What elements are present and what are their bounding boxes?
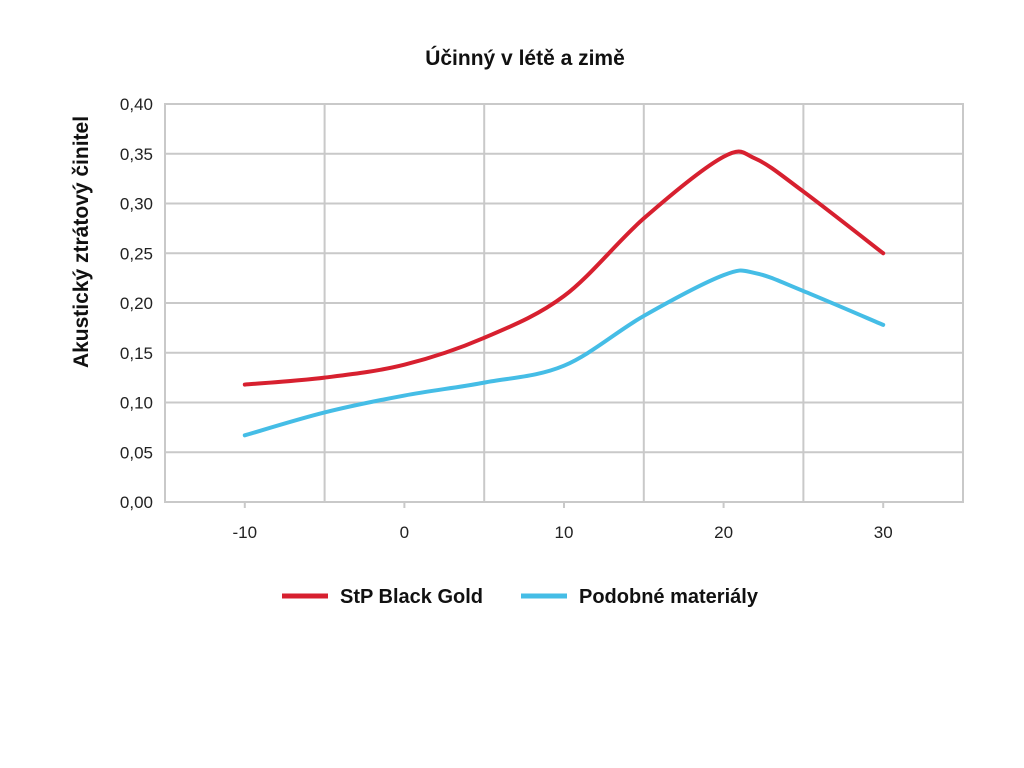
grid-lines (164, 103, 964, 508)
series-line-stp-black-gold (242, 149, 886, 387)
legend: StP Black Gold Podobné materiály (282, 586, 759, 608)
series-line-podobne-materialy (242, 268, 886, 438)
x-tick-label: 20 (714, 523, 733, 542)
x-tick-label: -10 (233, 523, 258, 542)
y-tick-labels: 0,00 0,05 0,10 0,15 0,20 0,25 0,30 0,35 0,40 (120, 95, 153, 512)
y-tick-label: 0,00 (120, 493, 153, 512)
series-lines (242, 149, 886, 438)
x-tick-label: 10 (555, 523, 574, 542)
y-tick-label: 0,30 (120, 195, 153, 214)
plot-frame (164, 103, 964, 503)
y-tick-label: 0,25 (120, 244, 153, 263)
legend-label: Podobné materiály (579, 586, 759, 608)
y-tick-label: 0,05 (120, 443, 153, 462)
x-tick-label: 0 (400, 523, 409, 542)
y-tick-label: 0,40 (120, 95, 153, 114)
y-tick-label: 0,15 (120, 344, 153, 363)
legend-label: StP Black Gold (340, 586, 483, 608)
y-tick-label: 0,20 (120, 294, 153, 313)
x-tick-labels: -10 0 10 20 30 (233, 523, 893, 542)
x-tick-label: 30 (874, 523, 893, 542)
y-tick-label: 0,10 (120, 394, 153, 413)
y-tick-label: 0,35 (120, 145, 153, 164)
y-axis-label: Akustický ztrátový činitel (70, 116, 93, 368)
chart-title: Účinný v létě a zimě (425, 46, 625, 70)
